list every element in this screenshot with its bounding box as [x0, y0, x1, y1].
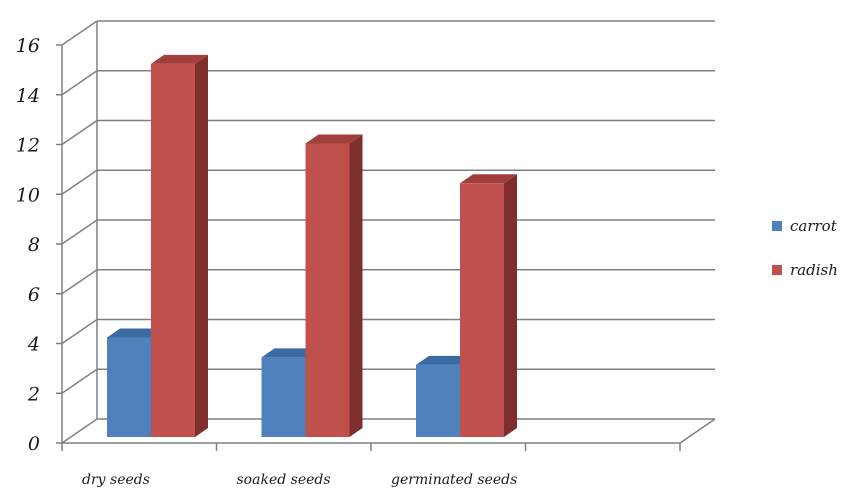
- x-category-label: dry seeds: [82, 472, 150, 488]
- bar-top-face: [107, 328, 164, 338]
- gridline-side: [61, 418, 98, 444]
- legend-swatch-carrot: [772, 221, 782, 231]
- bar-front-face: [416, 364, 460, 437]
- y-axis-ticks: 0 2 4 6 8 10 12 14 16: [16, 35, 62, 455]
- bar-top-face: [305, 134, 363, 144]
- gridline-side: [61, 368, 98, 394]
- bar-radish: [305, 134, 363, 437]
- gridline-side: [61, 119, 98, 146]
- bar-top-face: [460, 174, 517, 184]
- gridline-side: [61, 20, 98, 46]
- bar-series: [107, 54, 517, 437]
- y-tick-label: 6: [28, 284, 40, 306]
- bar-front-face: [305, 143, 350, 437]
- x-axis-categories: dry seeds soaked seeds germinated seeds: [61, 443, 681, 488]
- bar-front-face: [151, 63, 195, 437]
- y-tick-label: 2: [27, 383, 40, 405]
- y-tick-label: 12: [16, 135, 40, 157]
- floor-right-edge: [679, 418, 716, 444]
- y-tick-label: 10: [16, 184, 40, 206]
- y-tick-label: 14: [16, 85, 40, 107]
- gridline-side: [61, 318, 98, 345]
- x-category-label: germinated seeds: [391, 472, 517, 488]
- x-category-label: soaked seeds: [237, 472, 331, 488]
- bar-radish: [151, 54, 208, 437]
- gridline-side: [61, 169, 98, 195]
- bar-side-face: [349, 134, 363, 437]
- bar-front-face: [107, 337, 151, 437]
- gridline-side: [61, 269, 98, 295]
- y-tick-label: 0: [28, 433, 40, 455]
- gridline-side: [61, 70, 98, 96]
- y-tick-label: 16: [16, 35, 40, 57]
- bar-side-face: [195, 54, 208, 437]
- legend-label-radish: radish: [790, 261, 838, 279]
- y-tick-label: 4: [27, 334, 40, 356]
- chart-legend: carrot radish: [772, 217, 838, 279]
- bar-side-face: [504, 174, 517, 437]
- bar-top-face: [261, 348, 319, 358]
- y-tick-label: 8: [28, 234, 40, 256]
- legend-swatch-radish: [772, 265, 782, 275]
- bar-top-face: [416, 355, 473, 365]
- bar-top-face: [151, 54, 208, 64]
- legend-label-carrot: carrot: [790, 217, 838, 235]
- bar-radish: [460, 174, 517, 437]
- gridline-side: [61, 219, 98, 245]
- bar-front-face: [460, 183, 504, 437]
- bar-front-face: [261, 357, 306, 437]
